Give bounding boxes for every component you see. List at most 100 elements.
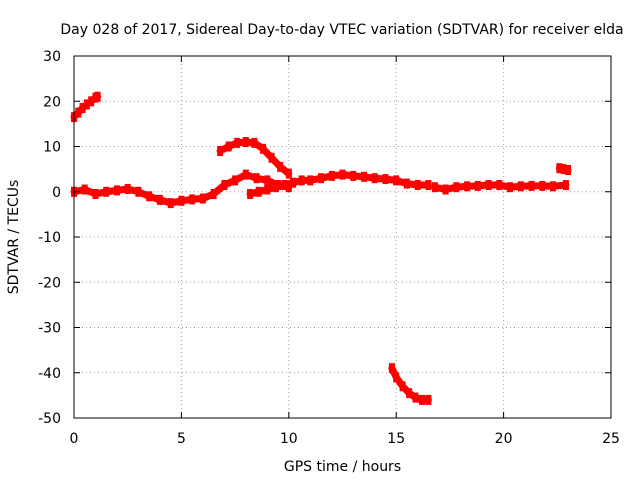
data-point [79,103,86,113]
data-point [361,171,367,182]
data-point [496,180,503,190]
data-point [328,170,335,181]
data-point [393,175,400,186]
data-point [442,184,449,195]
data-point [242,137,249,147]
data-point [264,184,271,195]
data-point [232,175,239,186]
data-point [474,180,481,191]
data-point [419,394,425,405]
data-point [92,189,99,199]
data-point [318,173,324,184]
data-point [253,173,260,184]
data-series [70,91,572,405]
data-point [156,194,163,205]
data-point [371,173,378,184]
data-point [199,193,206,204]
data-point [565,165,571,175]
series-track-d [246,169,432,199]
y-tick-label: 10 [43,140,61,156]
data-point [539,180,546,191]
data-point [403,178,410,189]
series-track-g [388,363,432,405]
data-point [393,372,400,383]
data-point [264,175,271,186]
x-tick-label: 20 [495,431,513,447]
grid-lines [74,56,611,418]
series-track-b [70,169,293,209]
data-point [234,137,241,148]
data-point [290,177,297,188]
data-point [225,141,232,152]
x-axis-ticks: 0 5 10 15 20 25 [70,56,620,447]
x-tick-label: 25 [602,431,620,447]
data-point [189,194,196,205]
data-point [382,174,389,185]
data-point [453,182,460,193]
data-point [103,186,110,197]
data-point [562,180,569,190]
y-tick-label: 0 [52,185,61,201]
data-point [135,186,142,197]
data-point [431,182,438,193]
data-point [255,186,262,197]
y-tick-label: -20 [38,275,61,291]
data-point [247,189,254,199]
x-tick-label: 0 [70,431,79,447]
data-point [285,168,292,179]
x-tick-label: 15 [387,431,405,447]
data-point [412,392,419,403]
data-point [406,388,413,399]
y-axis-label: SDTVAR / TECUs [6,180,22,295]
data-point [425,394,432,405]
data-point [485,180,492,190]
data-point [217,146,224,156]
data-point [528,180,535,191]
data-point [350,170,357,181]
series-track-f [555,163,572,175]
series-track-c [216,137,293,179]
y-tick-label: 30 [43,49,61,65]
data-point [339,169,346,180]
data-point [388,363,395,374]
data-point [88,96,95,107]
y-tick-label: -10 [38,230,61,246]
chart-title: Day 028 of 2017, Sidereal Day-to-day VTE… [60,22,623,38]
data-point [425,180,432,190]
data-point [210,189,217,199]
data-point [251,137,258,148]
data-point [167,198,174,209]
data-point [83,99,90,110]
data-point [272,182,279,193]
data-point [560,164,567,175]
data-point [399,381,406,392]
y-tick-label: -30 [38,321,61,337]
y-tick-label: -40 [38,366,61,382]
data-point [517,181,524,192]
data-point [507,182,513,193]
x-tick-label: 10 [280,431,298,447]
data-point [178,195,185,206]
data-point [124,184,131,194]
data-point [268,152,275,163]
x-axis-label: GPS time / hours [284,459,401,475]
data-point [298,175,305,186]
data-point [260,143,266,154]
data-point [556,163,563,174]
data-point [221,180,228,190]
data-point [414,180,421,190]
y-tick-label: -50 [38,411,61,427]
data-point [281,180,288,190]
data-point [242,169,249,180]
y-tick-label: 20 [43,94,61,110]
series-track-e [431,180,570,195]
y-axis-ticks: -50 -40 -30 -20 -10 0 10 20 30 [38,49,611,427]
data-point [81,184,88,195]
data-point [277,161,284,172]
data-point [550,181,556,192]
data-point [94,91,101,102]
x-tick-label: 5 [177,431,186,447]
data-point [307,175,314,186]
